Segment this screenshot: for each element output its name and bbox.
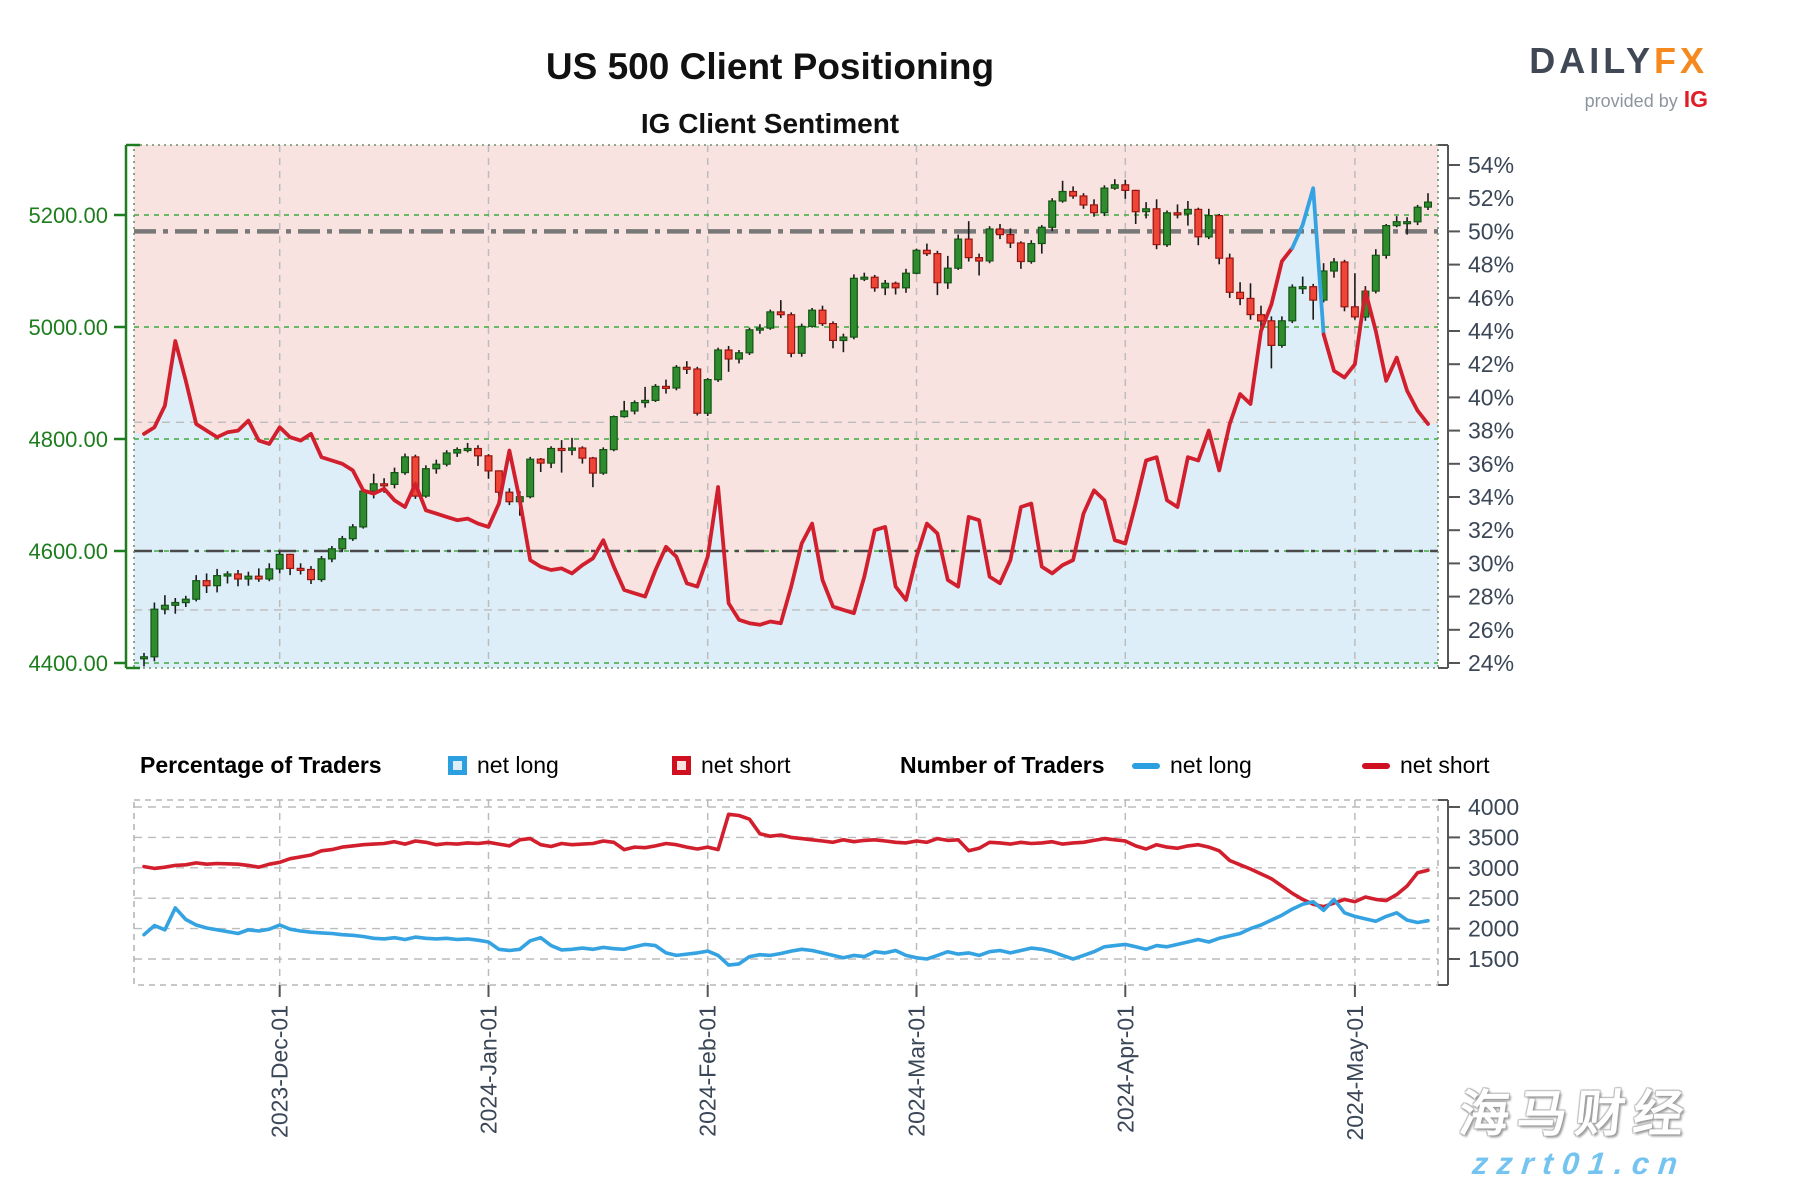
date-axis: 2023-Dec-01 2024-Jan-01 2024-Feb-01 2024-Ma… xyxy=(267,985,1368,1141)
legend-num-net-long-label: net long xyxy=(1170,752,1252,778)
svg-text:42%: 42% xyxy=(1468,351,1514,377)
svg-text:2023-Dec-01: 2023-Dec-01 xyxy=(267,1005,293,1138)
svg-text:52%: 52% xyxy=(1468,185,1514,211)
svg-text:50%: 50% xyxy=(1468,218,1514,244)
traders-axis: 4000 3500 3000 2500 2000 1500 xyxy=(1438,794,1519,986)
svg-text:32%: 32% xyxy=(1468,517,1514,543)
price-axis: 4400.00 4600.00 4800.00 5000.00 5200.00 xyxy=(28,143,140,676)
watermark: 海马财经 zzrt01.cn xyxy=(1452,1074,1695,1182)
svg-text:24%: 24% xyxy=(1468,650,1514,676)
logo-fx-text: FX xyxy=(1653,40,1708,81)
svg-text:40%: 40% xyxy=(1468,384,1514,410)
net-long-swatch-icon xyxy=(448,756,467,775)
svg-text:30%: 30% xyxy=(1468,550,1514,576)
svg-text:5200.00: 5200.00 xyxy=(28,203,108,228)
svg-text:44%: 44% xyxy=(1468,318,1514,344)
legend-net-long-label: net long xyxy=(477,752,559,778)
net-long-line-icon xyxy=(1132,762,1160,769)
chart-subtitle: IG Client Sentiment xyxy=(640,108,900,139)
svg-text:36%: 36% xyxy=(1468,451,1514,477)
svg-text:48%: 48% xyxy=(1468,252,1514,278)
logo-daily-text: DAILY xyxy=(1529,40,1654,81)
svg-text:38%: 38% xyxy=(1468,418,1514,444)
traders-net-long-line xyxy=(142,897,1430,967)
traders-net-short-line xyxy=(142,812,1430,909)
legend-row: Percentage of Traders net long net short… xyxy=(0,752,1800,792)
svg-text:1500: 1500 xyxy=(1468,946,1519,972)
dailyfx-logo: DAILYFX provided by IG xyxy=(1529,40,1708,113)
svg-text:5000.00: 5000.00 xyxy=(28,315,108,340)
svg-text:4000: 4000 xyxy=(1468,794,1519,820)
logo-provided-by: provided by IG xyxy=(1584,86,1708,112)
watermark-url: zzrt01.cn xyxy=(1470,1146,1689,1181)
fill-net-short-region xyxy=(134,145,1438,625)
svg-text:26%: 26% xyxy=(1468,617,1514,643)
svg-text:3500: 3500 xyxy=(1468,824,1519,850)
watermark-cn: 海马财经 xyxy=(1456,1086,1695,1142)
legend-pct-net-short: net short xyxy=(672,752,791,779)
svg-text:3000: 3000 xyxy=(1468,855,1519,881)
net-short-swatch-icon xyxy=(672,756,691,775)
svg-text:2000: 2000 xyxy=(1468,916,1519,942)
svg-text:28%: 28% xyxy=(1468,584,1514,610)
percent-axis: 54% 52% 50% 48% 46% 44% 42% 40% 38% 36% 34% 32% 30% 2… xyxy=(1438,144,1514,676)
net-short-line-icon xyxy=(1362,762,1390,769)
svg-text:2024-May-01: 2024-May-01 xyxy=(1342,1005,1368,1141)
svg-text:2024-Apr-01: 2024-Apr-01 xyxy=(1112,1005,1138,1133)
svg-text:4800.00: 4800.00 xyxy=(28,427,108,452)
legend-pct-net-long: net long xyxy=(448,752,559,779)
legend-num-net-long: net long xyxy=(1132,752,1252,779)
svg-text:2024-Feb-01: 2024-Feb-01 xyxy=(695,1005,721,1137)
svg-text:4400.00: 4400.00 xyxy=(28,651,108,676)
sentiment-pct-line xyxy=(142,186,1430,627)
fill-net-long-region xyxy=(134,188,1438,668)
page-title: US 500 Client Positioning xyxy=(545,46,995,87)
dailyfx-logo-text: DAILYFX xyxy=(1529,40,1708,82)
svg-text:54%: 54% xyxy=(1468,152,1514,178)
legend-num-net-short-label: net short xyxy=(1400,752,1490,778)
legend-net-short-label: net short xyxy=(701,752,791,778)
candlestick-series xyxy=(140,179,1432,667)
legend-pct-header: Percentage of Traders xyxy=(140,752,382,778)
legend-num-header: Number of Traders xyxy=(900,752,1105,778)
svg-text:2024-Jan-01: 2024-Jan-01 xyxy=(476,1005,502,1134)
ig-logo: IG xyxy=(1683,86,1708,112)
svg-text:4600.00: 4600.00 xyxy=(28,539,108,564)
svg-text:34%: 34% xyxy=(1468,484,1514,510)
svg-text:2500: 2500 xyxy=(1468,885,1519,911)
svg-text:46%: 46% xyxy=(1468,285,1514,311)
svg-text:2024-Mar-01: 2024-Mar-01 xyxy=(904,1005,930,1137)
legend-num-net-short: net short xyxy=(1362,752,1490,779)
